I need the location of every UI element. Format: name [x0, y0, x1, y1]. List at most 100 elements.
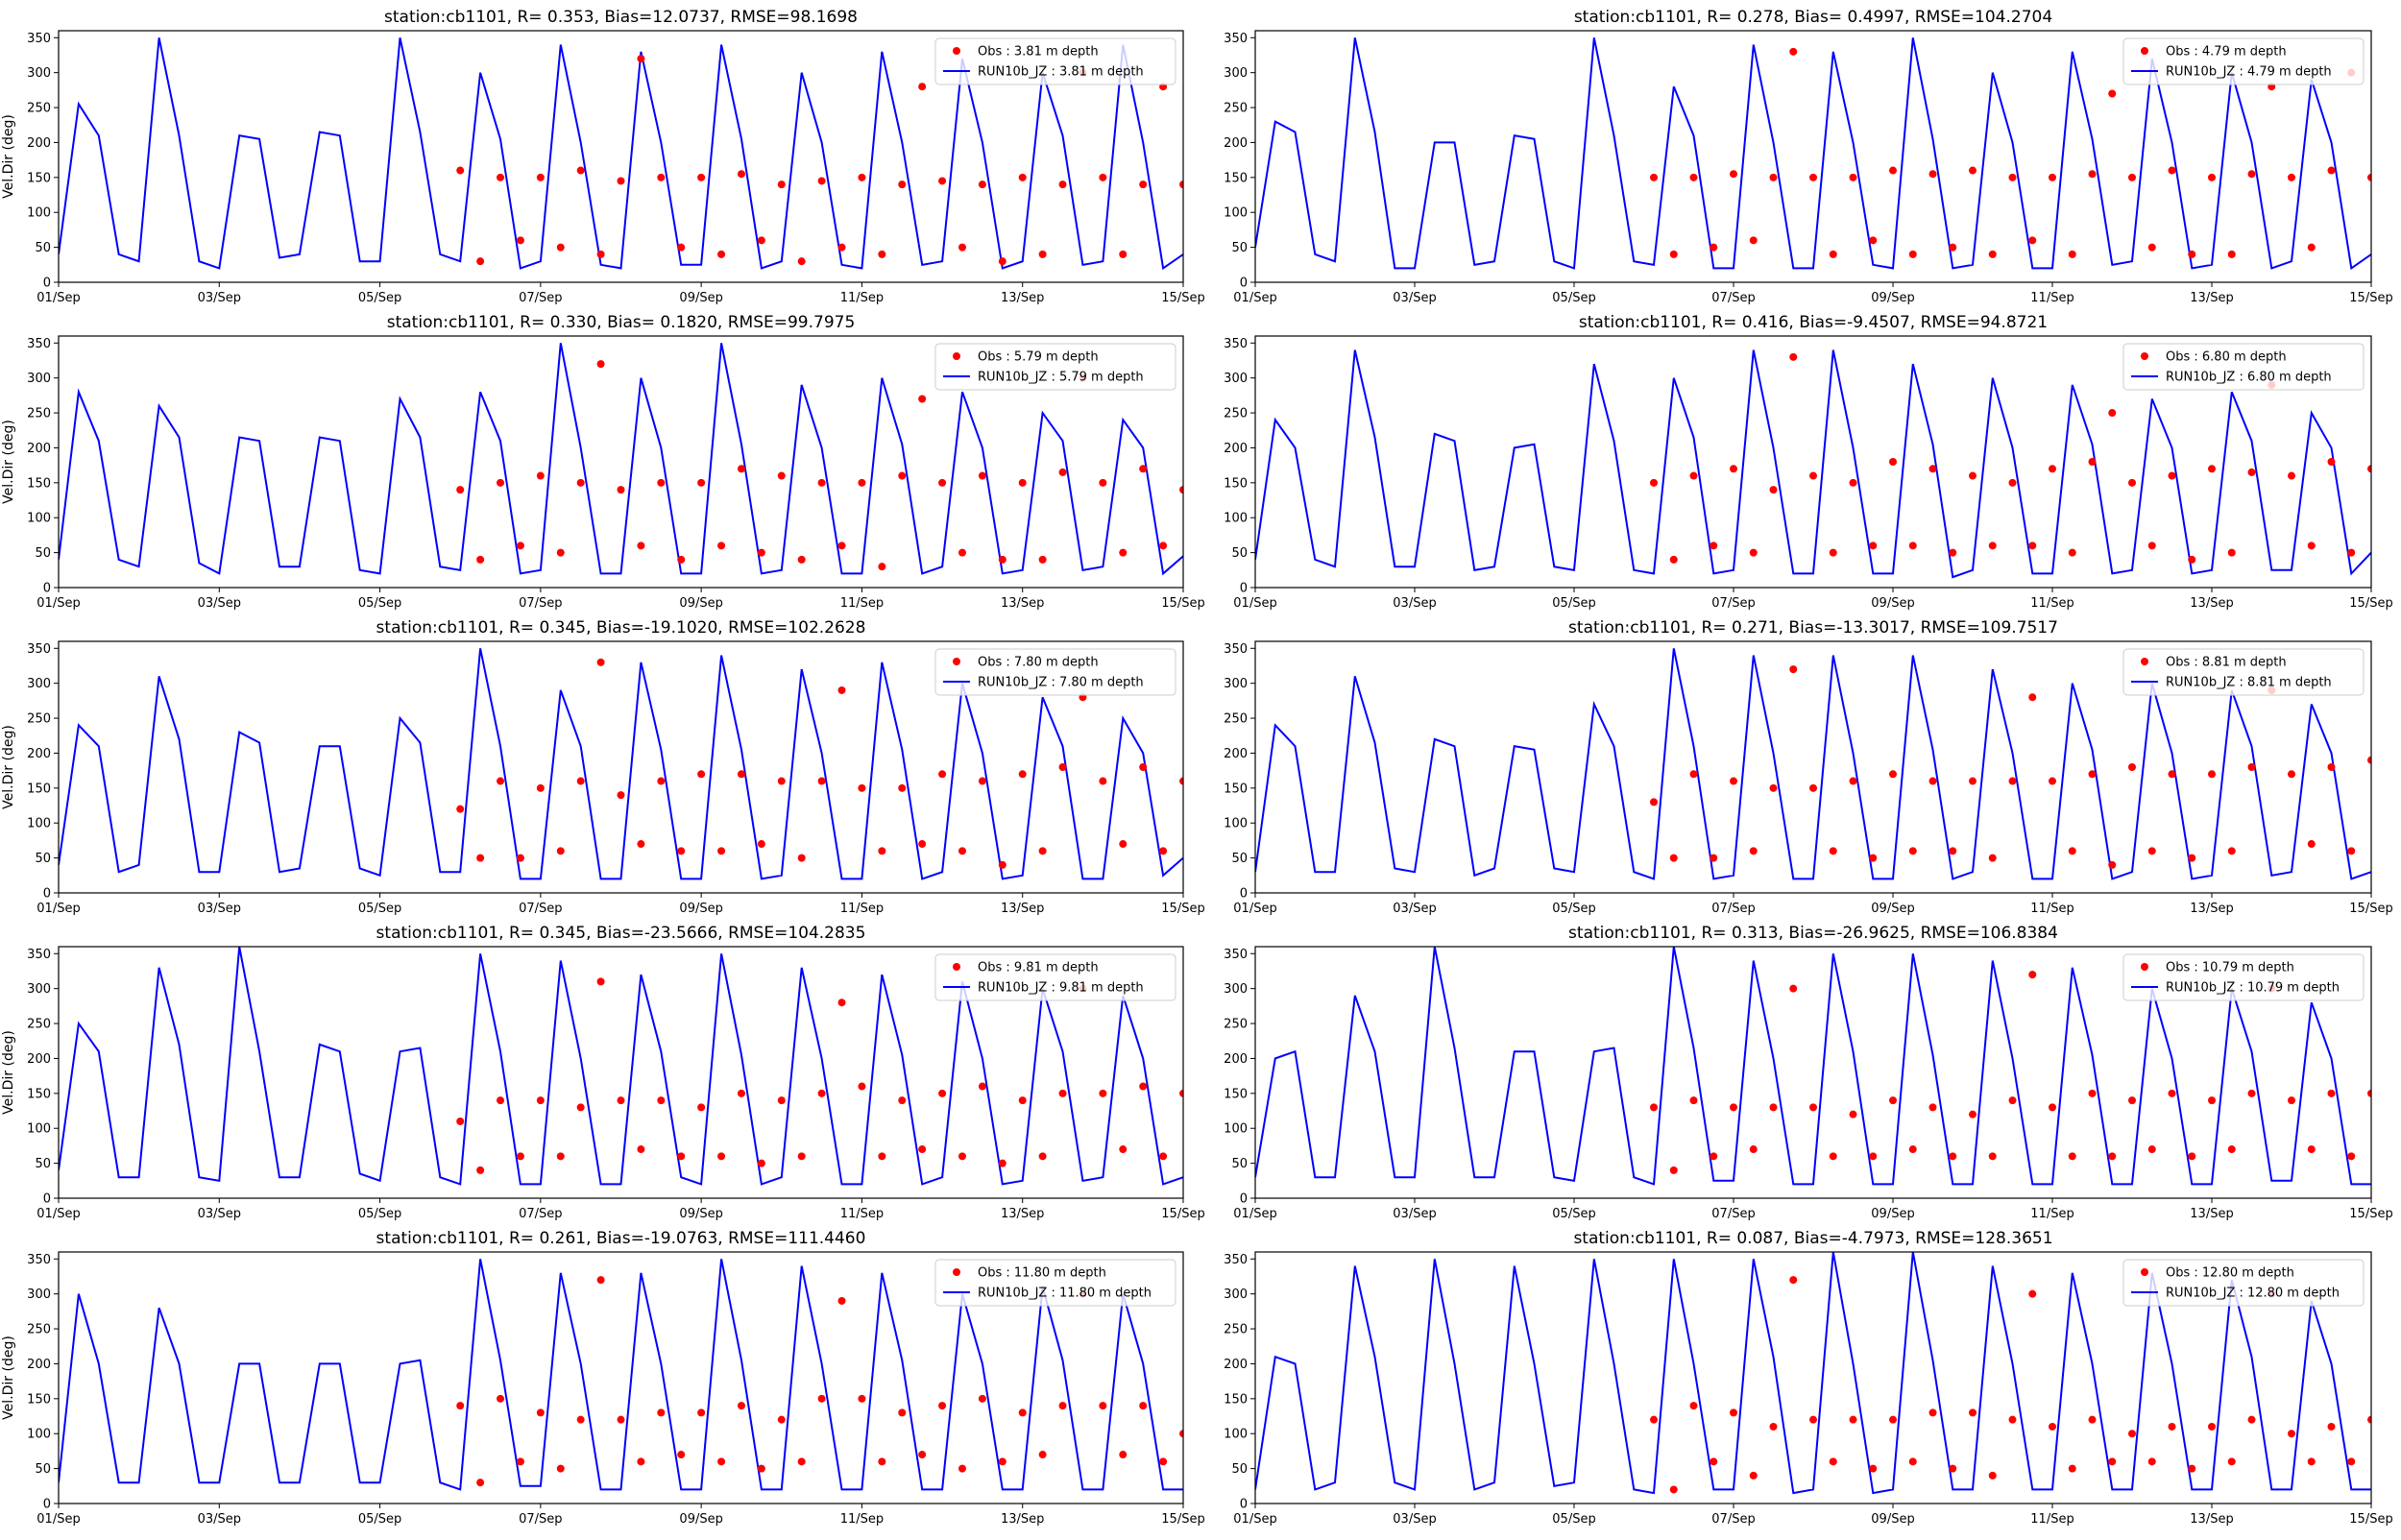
- obs-point: [1928, 777, 1937, 785]
- obs-point: [1139, 763, 1148, 771]
- x-tick-label: 05/Sep: [358, 1512, 401, 1527]
- obs-point: [1769, 783, 1778, 792]
- obs-point: [2347, 1152, 2356, 1161]
- x-tick-label: 01/Sep: [1233, 596, 1276, 611]
- legend-label: RUN10b_JZ : 11.80 m depth: [978, 1287, 1152, 1301]
- legend-label: Obs : 7.80 m depth: [978, 656, 1099, 670]
- obs-point: [717, 847, 726, 855]
- legend-label: RUN10b_JZ : 9.81 m depth: [978, 981, 1144, 996]
- legend-label: RUN10b_JZ : 4.79 m depth: [2166, 65, 2332, 80]
- obs-point: [1829, 548, 1837, 557]
- obs-point: [1058, 180, 1067, 189]
- x-tick-label: 09/Sep: [1871, 596, 1914, 611]
- x-tick-label: 07/Sep: [519, 902, 562, 916]
- obs-point: [1018, 173, 1027, 181]
- obs-point: [556, 847, 565, 855]
- obs-point: [1669, 854, 1678, 862]
- obs-point: [737, 170, 745, 179]
- y-tick-label: 250: [1224, 712, 1248, 727]
- obs-point: [1689, 471, 1698, 480]
- x-tick-label: 15/Sep: [2349, 596, 2392, 611]
- obs-point: [2068, 548, 2076, 557]
- y-tick-label: 0: [1240, 887, 1248, 902]
- subplot-title: station:cb1101, R= 0.261, Bias=-19.0763,…: [376, 1229, 866, 1248]
- obs-point: [1730, 465, 1737, 473]
- y-tick-label: 150: [27, 782, 51, 796]
- obs-point: [677, 847, 686, 855]
- obs-point: [1018, 1408, 1027, 1417]
- obs-point: [817, 478, 826, 487]
- obs-point: [2088, 770, 2097, 779]
- obs-point: [898, 471, 907, 480]
- obs-point: [637, 55, 645, 63]
- obs-point: [497, 173, 505, 181]
- subplot-title: station:cb1101, R= 0.278, Bias= 0.4997, …: [1574, 8, 2052, 27]
- obs-point: [1710, 1457, 1718, 1466]
- y-tick-label: 200: [1224, 1052, 1248, 1067]
- obs-point: [1650, 798, 1658, 806]
- obs-point: [536, 1096, 545, 1105]
- obs-point: [1038, 1152, 1047, 1161]
- obs-point: [938, 478, 947, 487]
- obs-point: [2247, 170, 2256, 179]
- obs-point: [497, 478, 505, 487]
- subplot: station:cb1101, R= 0.353, Bias=12.0737, …: [1, 8, 1205, 305]
- obs-point: [456, 166, 465, 175]
- obs-point: [1119, 840, 1128, 849]
- y-tick-label: 200: [1224, 136, 1248, 151]
- x-tick-label: 15/Sep: [1161, 902, 1204, 916]
- legend: Obs : 10.79 m depth RUN10b_JZ : 10.79 m d…: [2122, 953, 2365, 1001]
- y-tick-label: 100: [27, 1122, 51, 1137]
- subplot-title: station:cb1101, R= 0.416, Bias=-9.4507, …: [1579, 313, 2048, 332]
- x-tick-label: 11/Sep: [840, 1207, 884, 1221]
- y-tick-label: 200: [27, 442, 51, 456]
- obs-point: [637, 840, 645, 849]
- obs-point: [918, 1451, 927, 1459]
- y-tick-label: 300: [27, 982, 51, 997]
- obs-point: [576, 478, 585, 487]
- obs-point: [717, 1152, 726, 1161]
- subplot-title: station:cb1101, R= 0.087, Bias=-4.7973, …: [1573, 1229, 2052, 1248]
- x-tick-label: 05/Sep: [358, 902, 401, 916]
- plot-area: [59, 947, 1183, 1186]
- obs-point: [2188, 1152, 2196, 1161]
- obs-point: [2347, 1457, 2356, 1466]
- obs-point: [898, 783, 907, 792]
- x-tick-label: 03/Sep: [1393, 596, 1436, 611]
- y-tick-label: 100: [27, 206, 51, 221]
- x-tick-label: 11/Sep: [840, 291, 884, 305]
- x-tick-label: 01/Sep: [1233, 902, 1276, 916]
- y-tick-label: 250: [1224, 1018, 1248, 1032]
- y-tick-label: 250: [27, 712, 51, 727]
- obs-point: [2227, 250, 2236, 258]
- obs-point: [2028, 541, 2037, 550]
- y-tick-label: 150: [1224, 476, 1248, 491]
- obs-point: [1928, 1408, 1937, 1417]
- obs-point: [1829, 1457, 1837, 1466]
- obs-point: [596, 360, 605, 369]
- obs-point: [657, 173, 666, 181]
- obs-point: [1789, 984, 1798, 993]
- obs-point: [958, 243, 966, 252]
- obs-point: [1849, 1110, 1857, 1119]
- obs-point: [1689, 1402, 1698, 1410]
- x-tick-label: 15/Sep: [2349, 291, 2392, 305]
- y-tick-label: 350: [27, 642, 51, 657]
- obs-point: [1889, 458, 1897, 466]
- x-tick-label: 13/Sep: [2190, 596, 2233, 611]
- obs-point: [2128, 173, 2136, 181]
- obs-point: [2347, 548, 2356, 557]
- obs-point: [596, 977, 605, 986]
- y-tick-label: 50: [1231, 852, 1248, 866]
- x-tick-label: 01/Sep: [1233, 291, 1276, 305]
- obs-point: [1749, 847, 1758, 855]
- x-tick-label: 15/Sep: [1161, 1512, 1204, 1527]
- x-tick-label: 07/Sep: [519, 1512, 562, 1527]
- obs-point: [1969, 166, 1977, 175]
- obs-point: [2168, 1089, 2176, 1097]
- obs-point: [958, 1464, 966, 1473]
- obs-point: [1969, 471, 1977, 480]
- obs-point: [1058, 1402, 1067, 1410]
- obs-point: [1099, 1402, 1107, 1410]
- y-tick-label: 300: [27, 66, 51, 81]
